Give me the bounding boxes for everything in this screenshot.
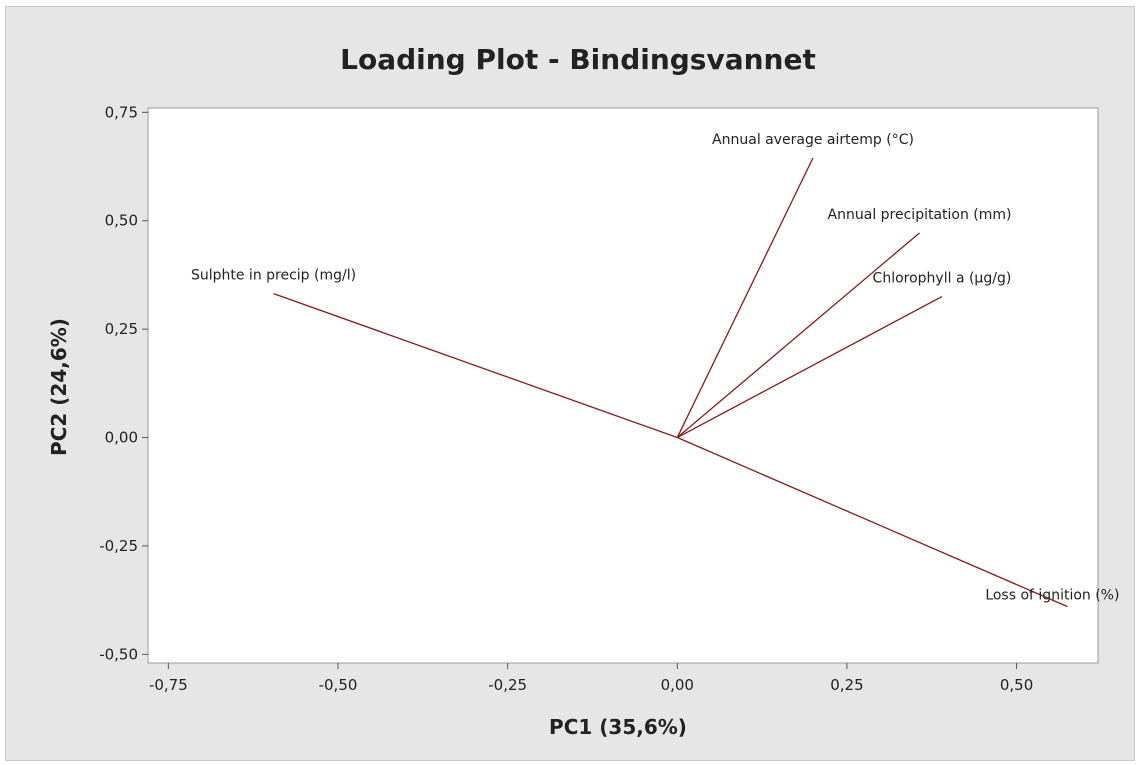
loading-vector-label: Loss of ignition (%) bbox=[985, 588, 1119, 604]
loading-vector-label: Annual average airtemp (°C) bbox=[712, 132, 914, 148]
y-axis: -0,50 -0,25 0,00 0,25 0,50 0,75 bbox=[99, 103, 148, 663]
plot-area bbox=[147, 107, 1099, 664]
loading-vector-line bbox=[676, 157, 814, 438]
y-tick-label: -0,50 bbox=[99, 645, 138, 663]
loading-vector-line bbox=[273, 292, 678, 439]
x-axis: -0,75 -0,50 -0,25 0,00 0,25 0,50 bbox=[149, 663, 1033, 694]
loading-vector-label: Annual precipitation (mm) bbox=[828, 207, 1012, 223]
y-tick-label: 0,00 bbox=[105, 429, 138, 447]
x-tick-label: -0,25 bbox=[488, 676, 527, 694]
loading-vector-line bbox=[676, 296, 943, 439]
y-axis-title: PC2 (24,6%) bbox=[47, 318, 71, 456]
x-tick-label: 0,50 bbox=[1000, 676, 1033, 694]
x-tick-label: 0,25 bbox=[830, 676, 863, 694]
y-tick-label: 0,75 bbox=[105, 103, 138, 121]
x-tick-label: -0,50 bbox=[319, 676, 358, 694]
y-tick-label: 0,50 bbox=[105, 212, 138, 230]
chart-title: Loading Plot - Bindingsvannet bbox=[340, 43, 816, 76]
loading-vectors: Annual average airtemp (°C) Annual precip… bbox=[191, 132, 1119, 608]
y-tick-label: 0,25 bbox=[105, 320, 138, 338]
y-tick-label: -0,25 bbox=[99, 537, 138, 555]
loading-vector-label: Sulphte in precip (mg/l) bbox=[191, 268, 356, 284]
loading-vector-line bbox=[677, 436, 1068, 608]
x-tick-label: -0,75 bbox=[149, 676, 188, 694]
loading-plot: Loading Plot - Bindingsvannet -0,75 -0,50… bbox=[47, 43, 1119, 739]
x-axis-title: PC1 (35,6%) bbox=[549, 715, 687, 739]
loading-vector-label: Chlorophyll a (µg/g) bbox=[873, 271, 1012, 287]
x-tick-label: 0,00 bbox=[661, 676, 694, 694]
chart-frame: Loading Plot - Bindingsvannet -0,75 -0,50… bbox=[5, 6, 1135, 761]
loading-vector-line bbox=[676, 232, 920, 439]
